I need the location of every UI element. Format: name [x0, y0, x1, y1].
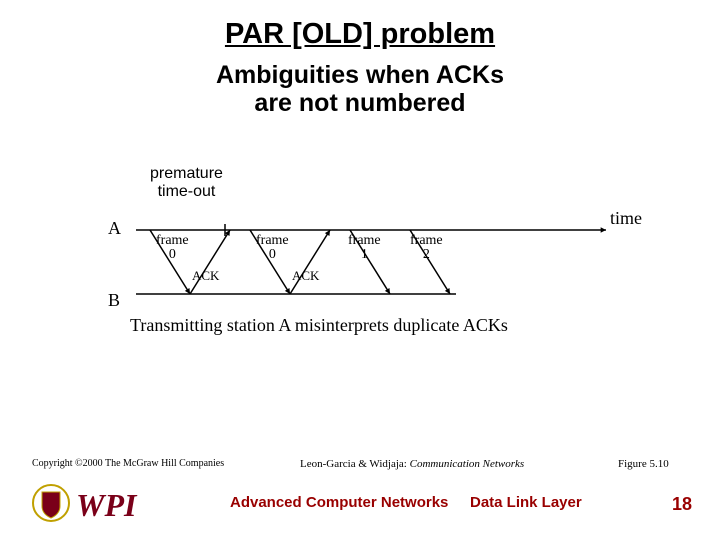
station-b-label: B [108, 290, 120, 311]
ack-label: ACK [192, 268, 219, 284]
slide-title: PAR [OLD] problem [0, 18, 720, 51]
timing-diagram [130, 222, 670, 302]
premature-timeout-label: prematuretime-out [150, 165, 223, 200]
slide: PAR [OLD] problem Ambiguities when ACKsa… [0, 0, 720, 540]
wpi-logo: WPI [30, 482, 170, 524]
frame-label: frame0 [256, 234, 289, 262]
diagram-caption: Transmitting station A misinterprets dup… [130, 315, 690, 336]
footer-topic: Data Link Layer [470, 494, 582, 511]
footer-page-number: 18 [672, 494, 692, 515]
figure-reference: Figure 5.10 [618, 458, 669, 470]
frame-label: frame0 [156, 234, 189, 262]
slide-subtitle: Ambiguities when ACKsare not numbered [0, 62, 720, 117]
svg-text:WPI: WPI [76, 487, 138, 523]
book-author: Leon-Garcia & Widjaja: [300, 458, 410, 470]
frame-label: frame1 [348, 234, 381, 262]
footer-course: Advanced Computer Networks [230, 494, 448, 511]
copyright-text: Copyright ©2000 The McGraw Hill Companie… [32, 458, 224, 469]
frame-label: frame2 [410, 234, 443, 262]
ack-label: ACK [292, 268, 319, 284]
station-a-label: A [108, 218, 121, 239]
book-name: Communication Networks [410, 458, 525, 470]
book-title: Leon-Garcia & Widjaja: Communication Net… [300, 458, 524, 470]
